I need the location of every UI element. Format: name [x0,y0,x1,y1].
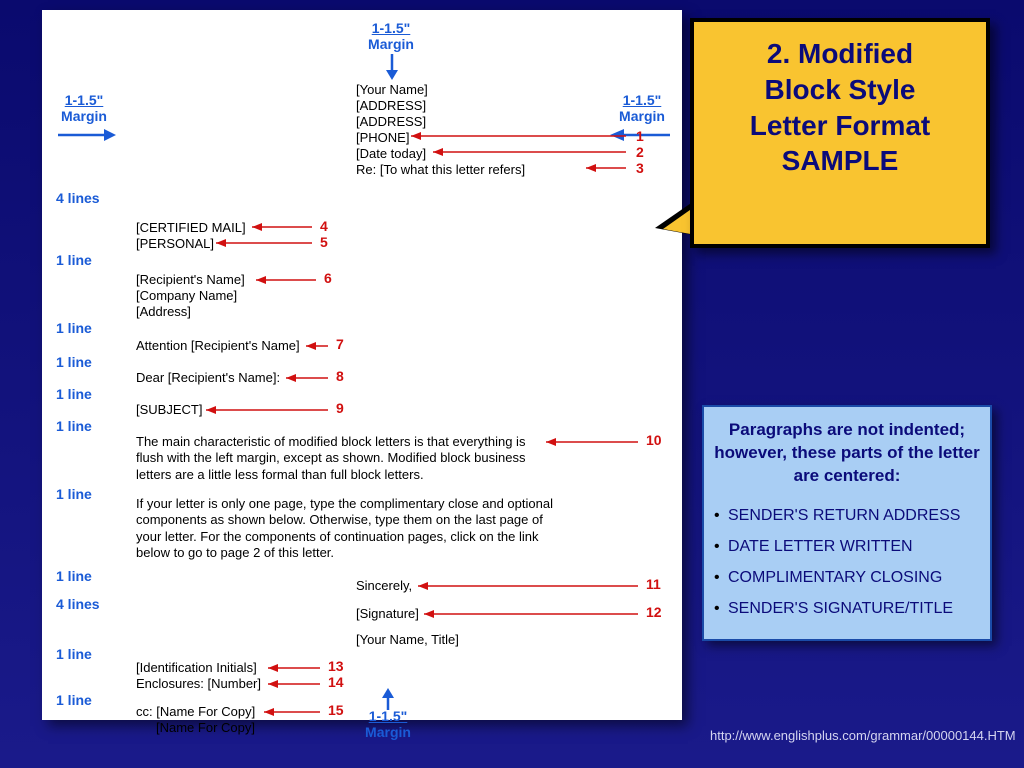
spacing-4lines-b: 4 lines [56,596,100,612]
certified-mail: [CERTIFIED MAIL] [136,220,246,235]
sender-name: [Your Name] [356,82,428,97]
annot-14: 14 [328,674,344,690]
attention-line: Attention [Recipient's Name] [136,338,300,353]
cc-line: cc: [Name For Copy] [136,704,255,719]
spacing-1-i: 1 line [56,692,92,708]
info-box: Paragraphs are not indented; however, th… [702,405,992,641]
company-name: [Company Name] [136,288,237,303]
name-title: [Your Name, Title] [356,632,459,647]
annot-arrow-15 [264,708,328,718]
arrow-up-icon [380,688,396,710]
spacing-1-a: 1 line [56,252,92,268]
salutation: Dear [Recipient's Name]: [136,370,280,385]
id-initials: [Identification Initials] [136,660,257,675]
paragraph-1: The main characteristic of modified bloc… [136,434,546,483]
annot-arrows-1-3 [411,134,651,174]
personal: [PERSONAL] [136,236,214,251]
annot-9: 9 [336,400,344,416]
annot-3: 3 [636,160,644,176]
annot-arrows-13-14 [268,664,328,688]
margin-label-right: 1-1.5" Margin [614,92,670,124]
callout-title: 2. Modified Block Style Letter Format SA… [704,36,976,179]
list-item: DATE LETTER WRITTEN [714,531,980,562]
title-callout: 2. Modified Block Style Letter Format SA… [690,18,990,248]
annot-2: 2 [636,144,644,160]
sender-phone: [PHONE] [356,130,409,145]
annot-arrow-12 [424,610,648,620]
annot-10: 10 [646,432,662,448]
margin-label-left: 1-1.5" Margin [56,92,112,124]
letter-sample-panel: 1-1.5" Margin 1-1.5" Margin 1-1.5" Margi… [42,10,682,720]
spacing-4lines-a: 4 lines [56,190,100,206]
spacing-1-h: 1 line [56,646,92,662]
letter-content: 1-1.5" Margin 1-1.5" Margin 1-1.5" Margi… [56,20,668,710]
margin-label-bottom: 1-1.5" Margin [356,708,420,740]
spacing-1-c: 1 line [56,354,92,370]
list-item: SENDER'S SIGNATURE/TITLE [714,593,980,624]
cc-line-2: [Name For Copy] [156,720,255,735]
annot-arrows-4-5 [252,223,322,247]
arrow-down-icon [384,54,400,80]
info-box-heading: Paragraphs are not indented; however, th… [714,419,980,488]
arrow-right-icon [58,128,118,142]
spacing-1-g: 1 line [56,568,92,584]
annot-1: 1 [636,128,644,144]
enclosures: Enclosures: [Number] [136,676,261,691]
annot-6: 6 [324,270,332,286]
spacing-1-f: 1 line [56,486,92,502]
annot-4: 4 [320,218,328,234]
sender-addr2: [ADDRESS] [356,114,426,129]
signature: [Signature] [356,606,419,621]
annot-15: 15 [328,702,344,718]
annot-8: 8 [336,368,344,384]
info-box-list: SENDER'S RETURN ADDRESS DATE LETTER WRIT… [714,500,980,625]
annot-arrow-10 [546,438,646,448]
annot-7: 7 [336,336,344,352]
annot-5: 5 [320,234,328,250]
spacing-1-d: 1 line [56,386,92,402]
annot-arrow-6 [256,276,326,286]
list-item: SENDER'S RETURN ADDRESS [714,500,980,531]
subject-line: [SUBJECT] [136,402,202,417]
annot-arrow-7 [306,342,336,352]
annot-arrow-9 [206,406,336,416]
annot-arrow-8 [286,374,336,384]
complimentary-close: Sincerely, [356,578,412,593]
spacing-1-e: 1 line [56,418,92,434]
spacing-1-b: 1 line [56,320,92,336]
sender-addr1: [ADDRESS] [356,98,426,113]
recipient-addr: [Address] [136,304,191,319]
annot-13: 13 [328,658,344,674]
annot-11: 11 [646,576,661,592]
annot-12: 12 [646,604,662,620]
paragraph-2: If your letter is only one page, type th… [136,496,556,561]
list-item: COMPLIMENTARY CLOSING [714,562,980,593]
annot-arrow-11 [418,582,648,592]
recipient-name: [Recipient's Name] [136,272,245,287]
source-url: http://www.englishplus.com/grammar/00000… [710,728,1016,743]
margin-label-top: 1-1.5" Margin [356,20,426,52]
